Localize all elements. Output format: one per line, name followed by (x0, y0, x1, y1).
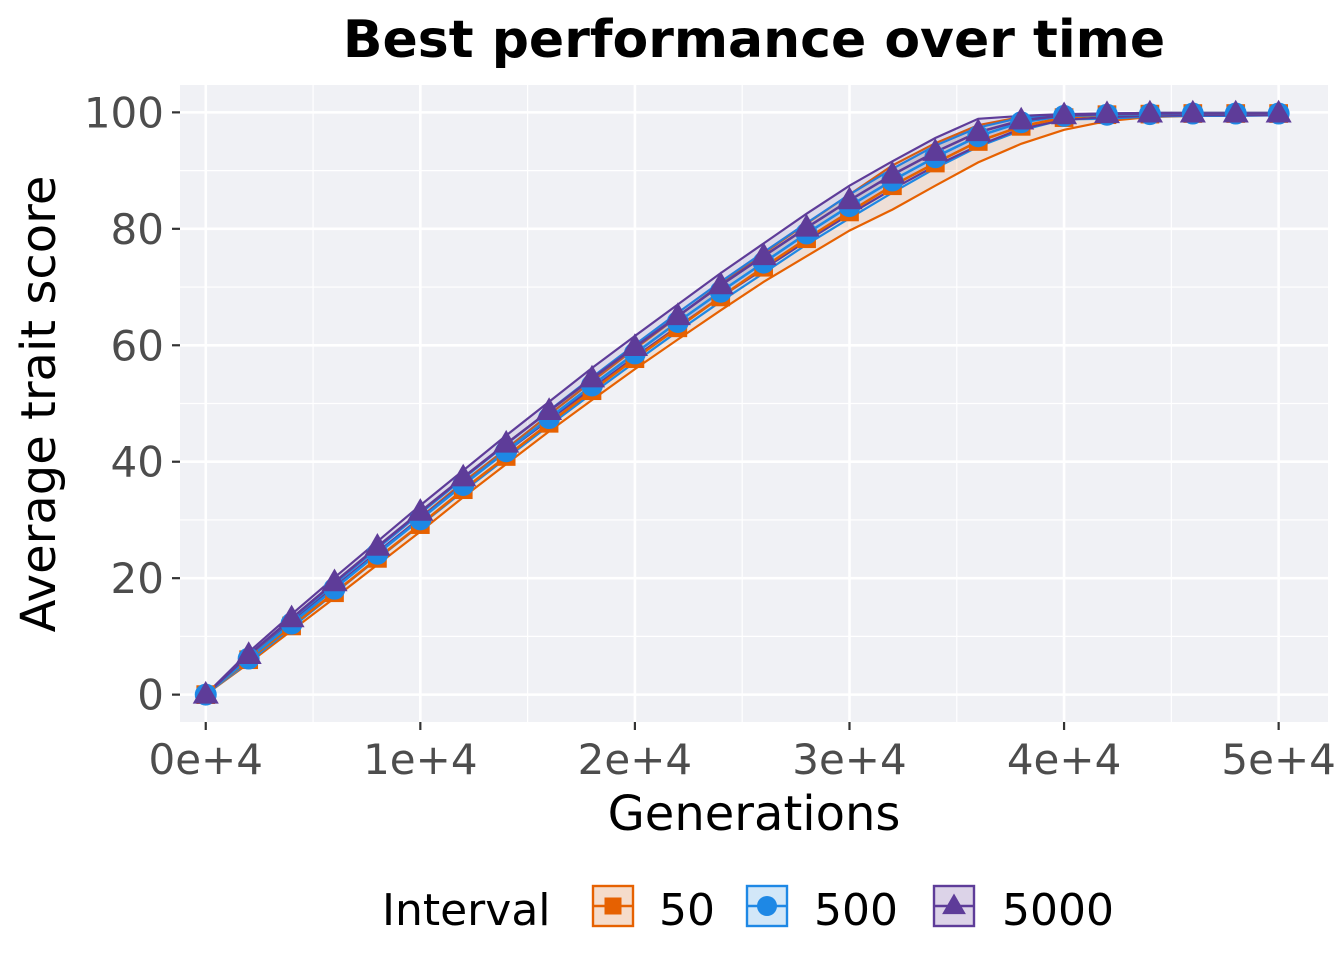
y-tick-label: 100 (84, 88, 164, 137)
marker-5000 (1093, 100, 1120, 124)
marker-5000 (621, 333, 648, 356)
legend-title: Interval (382, 885, 551, 936)
marker-5000 (364, 533, 391, 556)
legend-label-50: 50 (659, 885, 715, 936)
marker-5000 (1222, 99, 1249, 123)
marker-5000 (664, 302, 691, 326)
marker-5000 (1136, 99, 1163, 123)
marker-5000 (922, 138, 949, 161)
marker-5000 (578, 364, 606, 388)
marker-5000 (707, 271, 734, 295)
x-axis-title: Generations (608, 786, 901, 842)
marker-5000 (1179, 99, 1206, 123)
y-tick-label: 60 (111, 321, 164, 370)
marker-5000 (879, 160, 906, 184)
marker-5000 (278, 604, 305, 628)
x-tick-label: 0e+4 (149, 735, 263, 784)
legend-label-5000: 5000 (1002, 885, 1114, 936)
legend-label-500: 500 (814, 885, 898, 936)
marker-5000 (493, 429, 520, 453)
marker-5000 (1051, 101, 1078, 125)
y-tick-label: 20 (111, 554, 164, 603)
legend: Interval 50 500 5000 (382, 884, 1114, 936)
marker-5000 (965, 118, 992, 142)
series-markers (192, 99, 1292, 706)
y-axis-title: Average trait score (11, 176, 67, 633)
y-tick-label: 40 (111, 438, 164, 487)
x-tick-label: 2e+4 (578, 735, 692, 784)
x-tick-label: 4e+4 (1007, 735, 1121, 784)
marker-5000 (450, 463, 477, 487)
marker-5000 (750, 242, 777, 266)
marker-5000 (836, 186, 863, 210)
marker-5000 (1265, 99, 1292, 123)
x-axis-ticks: 0e+4 1e+4 2e+4 3e+4 4e+4 5e+4 (149, 722, 1336, 784)
legend-key-marker-5000 (942, 893, 966, 915)
marker-5000 (793, 213, 820, 237)
y-tick-label: 80 (111, 205, 164, 254)
marker-5000 (192, 680, 219, 704)
x-tick-label: 5e+4 (1221, 735, 1335, 784)
marker-5000 (407, 498, 434, 521)
legend-key-marker-500 (757, 896, 777, 916)
x-tick-label: 3e+4 (792, 735, 906, 784)
marker-5000 (536, 397, 563, 420)
y-tick-label: 0 (137, 671, 164, 720)
legend-key-marker-50 (604, 897, 622, 915)
marker-5000 (235, 641, 262, 664)
marker-5000 (321, 568, 348, 592)
y-axis-ticks: 0 20 40 60 80 100 (84, 88, 180, 720)
x-tick-label: 1e+4 (363, 735, 477, 784)
chart-title: Best performance over time (343, 10, 1165, 70)
marker-5000 (1008, 106, 1035, 130)
